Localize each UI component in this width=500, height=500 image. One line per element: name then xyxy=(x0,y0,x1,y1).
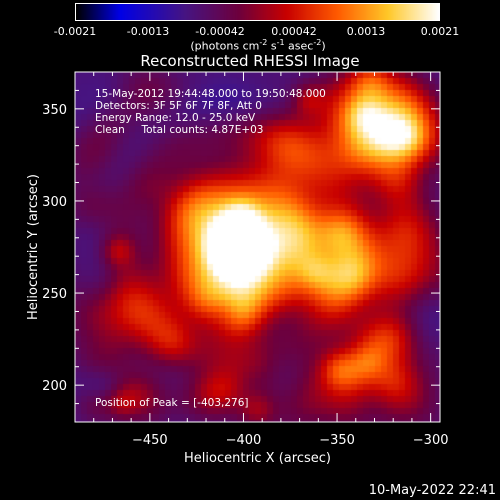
y-tick-label: 250 xyxy=(42,287,67,302)
chart-title: Reconstructed RHESSI Image xyxy=(140,52,360,70)
x-tick-label: −350 xyxy=(319,433,355,448)
colorbar-tick-label: 0.0013 xyxy=(346,25,386,38)
peak-position-label: Position of Peak = [-403,276] xyxy=(95,397,249,409)
colorbar-tick-label: -0.0013 xyxy=(126,25,170,38)
y-tick-label: 350 xyxy=(42,103,67,118)
y-tick-label: 300 xyxy=(42,195,67,210)
footer-date: 10-May-2022 22:41 xyxy=(368,483,496,498)
x-tick-label: −400 xyxy=(226,433,262,448)
time-range-label: 15-May-2012 19:44:48.000 to 19:50:48.000 xyxy=(95,88,326,100)
energy-range-label: Energy Range: 12.0 - 25.0 keV xyxy=(95,112,256,124)
colorbar-unit-label: (photons cm-2 s-1 asec-2) xyxy=(190,38,326,53)
colorbar xyxy=(75,3,440,21)
colorbar-tick-label: -0.0021 xyxy=(53,25,97,38)
y-axis-label: Heliocentric Y (arcsec) xyxy=(26,174,41,320)
colorbar-tick-label: 0.0021 xyxy=(420,25,460,38)
method-counts-label: Clean Total counts: 4.87E+03 xyxy=(95,124,264,136)
plot-border xyxy=(74,71,441,423)
x-tick-label: −450 xyxy=(132,433,168,448)
y-tick-label: 200 xyxy=(42,379,67,394)
colorbar-tick-label: 0.00042 xyxy=(271,25,317,38)
rhessi-image xyxy=(75,72,440,422)
colorbar-gradient xyxy=(76,4,439,20)
x-tick-label: −300 xyxy=(413,433,449,448)
detectors-label: Detectors: 3F 5F 6F 7F 8F, Att 0 xyxy=(95,100,262,112)
x-axis-label: Heliocentric X (arcsec) xyxy=(184,451,331,466)
plot-area xyxy=(75,72,440,422)
colorbar-tick-label: -0.00042 xyxy=(195,25,245,38)
